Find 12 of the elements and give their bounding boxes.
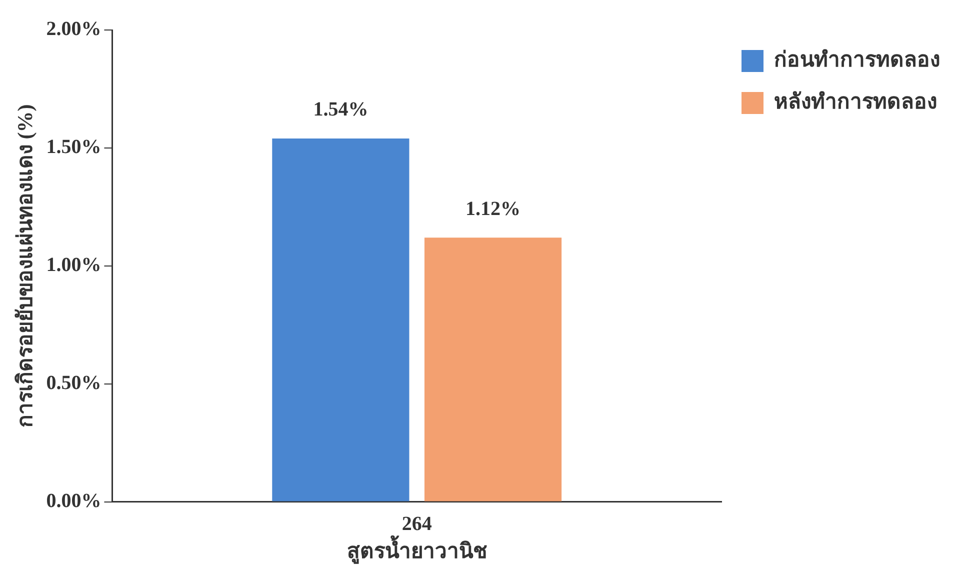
data-label: 1.54% — [313, 98, 368, 121]
x-tick-label: 264 — [402, 512, 432, 535]
y-tick-label: 0.50% — [46, 372, 102, 394]
y-axis-title: การเกิดรอยยับของแผ่นทองแดง (%) — [13, 104, 38, 428]
legend-label: ก่อนทำการทดลอง — [774, 47, 940, 72]
y-tick-label: 1.00% — [46, 254, 102, 276]
y-tick-label: 1.50% — [46, 136, 102, 158]
data-label: 1.12% — [466, 198, 521, 220]
legend-label: หลังทำการทดลอง — [774, 89, 937, 114]
y-tick-label: 0.00% — [46, 490, 102, 512]
x-axis-title: สูตรน้ำยาวานิช — [346, 534, 487, 565]
y-tick-label: 2.00% — [46, 18, 102, 40]
